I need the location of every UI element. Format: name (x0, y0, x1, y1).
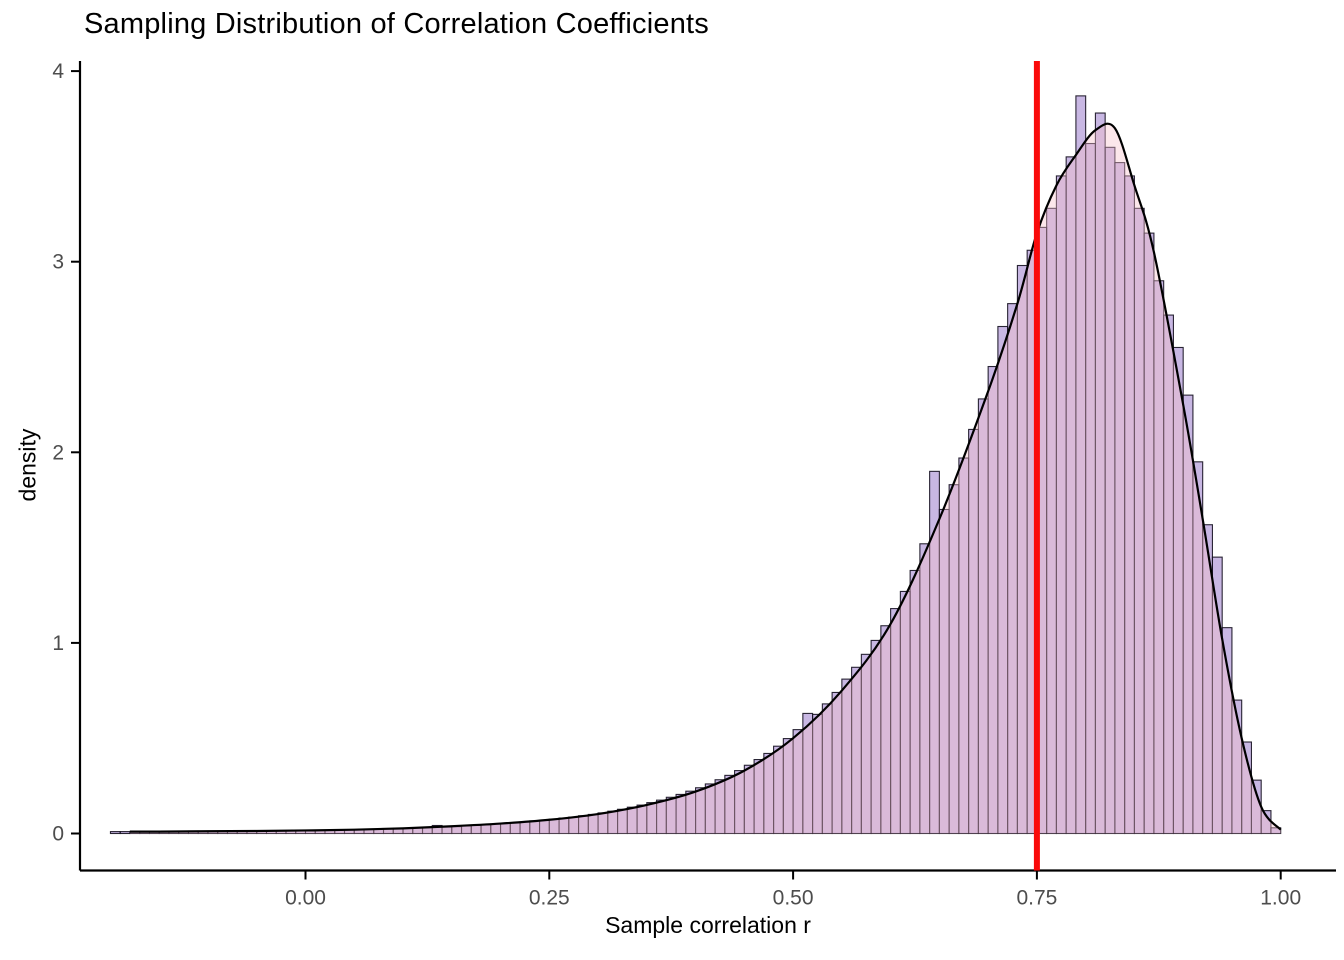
y-tick-label: 1 (52, 632, 64, 655)
chart-title: Sampling Distribution of Correlation Coe… (84, 8, 710, 40)
histogram-bar (119, 831, 131, 835)
x-tick-label: 0.75 (1016, 887, 1057, 910)
y-tick-label: 2 (52, 441, 64, 464)
histogram-bar (109, 831, 121, 835)
x-tick-label: 0.00 (285, 887, 326, 910)
x-tick-label: 1.00 (1260, 887, 1301, 910)
y-tick-label: 3 (52, 251, 64, 274)
x-tick-label: 0.50 (773, 887, 814, 910)
x-axis-title: Sample correlation r (605, 912, 811, 938)
x-tick-label: 0.25 (529, 887, 570, 910)
density-area (129, 123, 1281, 834)
histogram-bar (1270, 827, 1282, 835)
y-tick-label: 0 (52, 823, 64, 846)
density-curve (129, 122, 1282, 833)
y-tick-label: 4 (52, 60, 64, 83)
